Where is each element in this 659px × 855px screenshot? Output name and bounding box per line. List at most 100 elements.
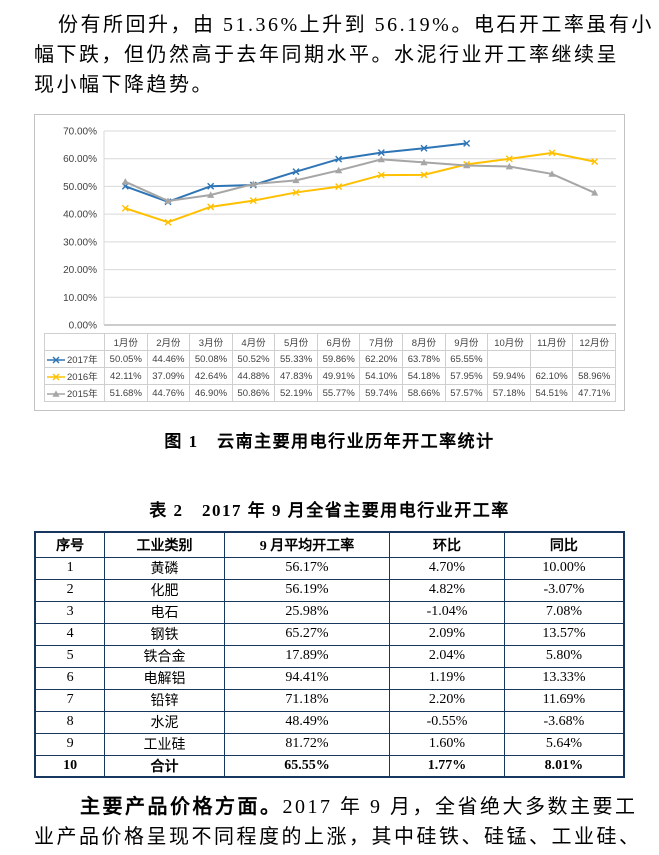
table-cell: 2.04% [389,644,505,668]
column-header: 9 月平均开工率 [223,531,391,558]
column-header: 环比 [389,531,505,558]
series-value [529,350,574,368]
y-tick-label: 40.00% [63,210,97,221]
table-cell: 3 [34,600,106,624]
table-cell: 7 [34,688,106,712]
table-cell: 5.64% [503,732,625,756]
legend-key-icon [47,356,65,364]
table-row: 4 钢铁 65.27% 2.09% 13.57% [34,622,625,646]
table-cell: 2 [34,578,106,602]
table-cell: 化肥 [104,578,225,602]
column-header: 序号 [34,531,106,558]
series-value: 62.10% [529,367,574,385]
figure-caption: 图 1 云南主要用电行业历年开工率统计 [164,432,495,451]
x-marker-icon [121,204,129,212]
table-cell: 65.55% [223,754,391,778]
series-value: 55.33% [274,350,318,368]
table-cell: 10.00% [503,556,625,580]
triangle-marker-icon [52,390,60,398]
table-row: 8 水泥 48.49% -0.55% -3.68% [34,710,625,734]
series-value: 58.66% [402,384,446,402]
table-cell: 13.57% [503,622,625,646]
table-cell: 71.18% [223,688,391,712]
series-value: 49.91% [316,367,361,385]
table-cell: 4.70% [389,556,505,580]
table-row: 5 铁合金 17.89% 2.04% 5.80% [34,644,625,668]
table-cell: 9 [34,732,106,756]
triangle-marker-icon [207,191,215,198]
month-label: 9月份 [444,333,489,351]
table-cell: -0.55% [389,710,505,734]
series-legend: 2017年 [44,350,105,368]
y-tick-label: 10.00% [63,293,97,304]
x-marker-icon [335,183,343,191]
table-cell: 5.80% [503,644,625,668]
month-label: 6月份 [316,333,361,351]
month-label: 3月份 [189,333,233,351]
triangle-marker-icon [548,170,556,177]
table-cell: 铅锌 [104,688,225,712]
table-cell: 56.17% [223,556,391,580]
series-value [487,350,531,368]
month-label: 8月份 [402,333,446,351]
x-marker-icon [52,373,60,381]
table-cell: 13.33% [503,666,625,690]
table-cell: 黄磷 [104,556,225,580]
table-cell: -3.07% [503,578,625,602]
industry-table-body: 1 黄磷 56.17% 4.70% 10.00% 2 化肥 56.19% 4.82% -3.07%… [34,556,625,778]
x-marker-icon [164,218,172,226]
series-value: 46.90% [189,384,233,402]
paragraph-line: 现小幅下降趋势。 [34,74,214,96]
series-line [124,158,596,202]
x-marker-icon [377,171,385,179]
table-cell: 钢铁 [104,622,225,646]
table-cell: 电解铝 [104,666,225,690]
month-label: 4月份 [231,333,276,351]
paragraph-line: 份有所回升，由 51.36%上升到 56.19%。电石开工率虽有小 [58,14,654,36]
series-value: 50.86% [231,384,276,402]
series-value: 63.78% [402,350,446,368]
triangle-marker-icon [335,166,343,174]
figure-line-chart: 0.00% 10.00% 20.00% 30.00% 40.00% 50.00% 60.00… [34,114,625,411]
table-row: 6 电解铝 94.41% 1.19% 13.33% [34,666,625,690]
table-cell: 1.77% [389,754,505,778]
series-value: 47.83% [274,367,318,385]
month-label: 7月份 [359,333,404,351]
table-cell: 48.49% [223,710,391,734]
table-total-row: 10 合计 65.55% 1.77% 8.01% [34,754,625,778]
table-cell: 94.41% [223,666,391,690]
table-cell: 1 [34,556,106,580]
triangle-marker-icon [420,158,428,166]
table-cell: 1.19% [389,666,505,690]
series-legend: 2015年 [44,384,105,402]
series-name: 2015年 [67,389,98,400]
column-header: 工业类别 [104,531,225,558]
series-line [125,151,595,224]
series-value: 57.57% [444,384,489,402]
x-marker-icon [377,149,385,157]
x-marker-icon [292,188,300,196]
triangle-marker-icon [292,176,300,184]
series-name: 2017年 [67,355,98,366]
series-legend: 2016年 [44,367,105,385]
triangle-marker-icon [164,197,172,204]
table-row: 7 铅锌 71.18% 2.20% 11.69% [34,688,625,712]
table-cell: 17.89% [223,644,391,668]
table-cell: 4.82% [389,578,505,602]
series-value: 59.94% [487,367,531,385]
table-cell: 7.08% [503,600,625,624]
series-value: 55.77% [316,384,361,402]
table-cell: -1.04% [389,600,505,624]
y-tick-label: 70.00% [63,127,97,138]
month-label: 12月份 [572,333,616,351]
table-cell: 1.60% [389,732,505,756]
series-markers [121,139,471,206]
series-value: 37.09% [146,367,191,385]
industry-table-header-row: 序号 工业类别 9 月平均开工率 环比 同比 [34,531,625,558]
chart-table-series-row: 2016年 42.11% 37.09% 42.64% 44.88% 47.83% 49.91… [44,367,616,385]
series-value: 57.95% [444,367,489,385]
industry-table: 序号 工业类别 9 月平均开工率 环比 同比 1 黄磷 56.17% 4.70% 10.00% 2… [34,531,625,778]
x-marker-icon [505,155,513,163]
table-cell: 65.27% [223,622,391,646]
series-value: 42.11% [104,367,148,385]
